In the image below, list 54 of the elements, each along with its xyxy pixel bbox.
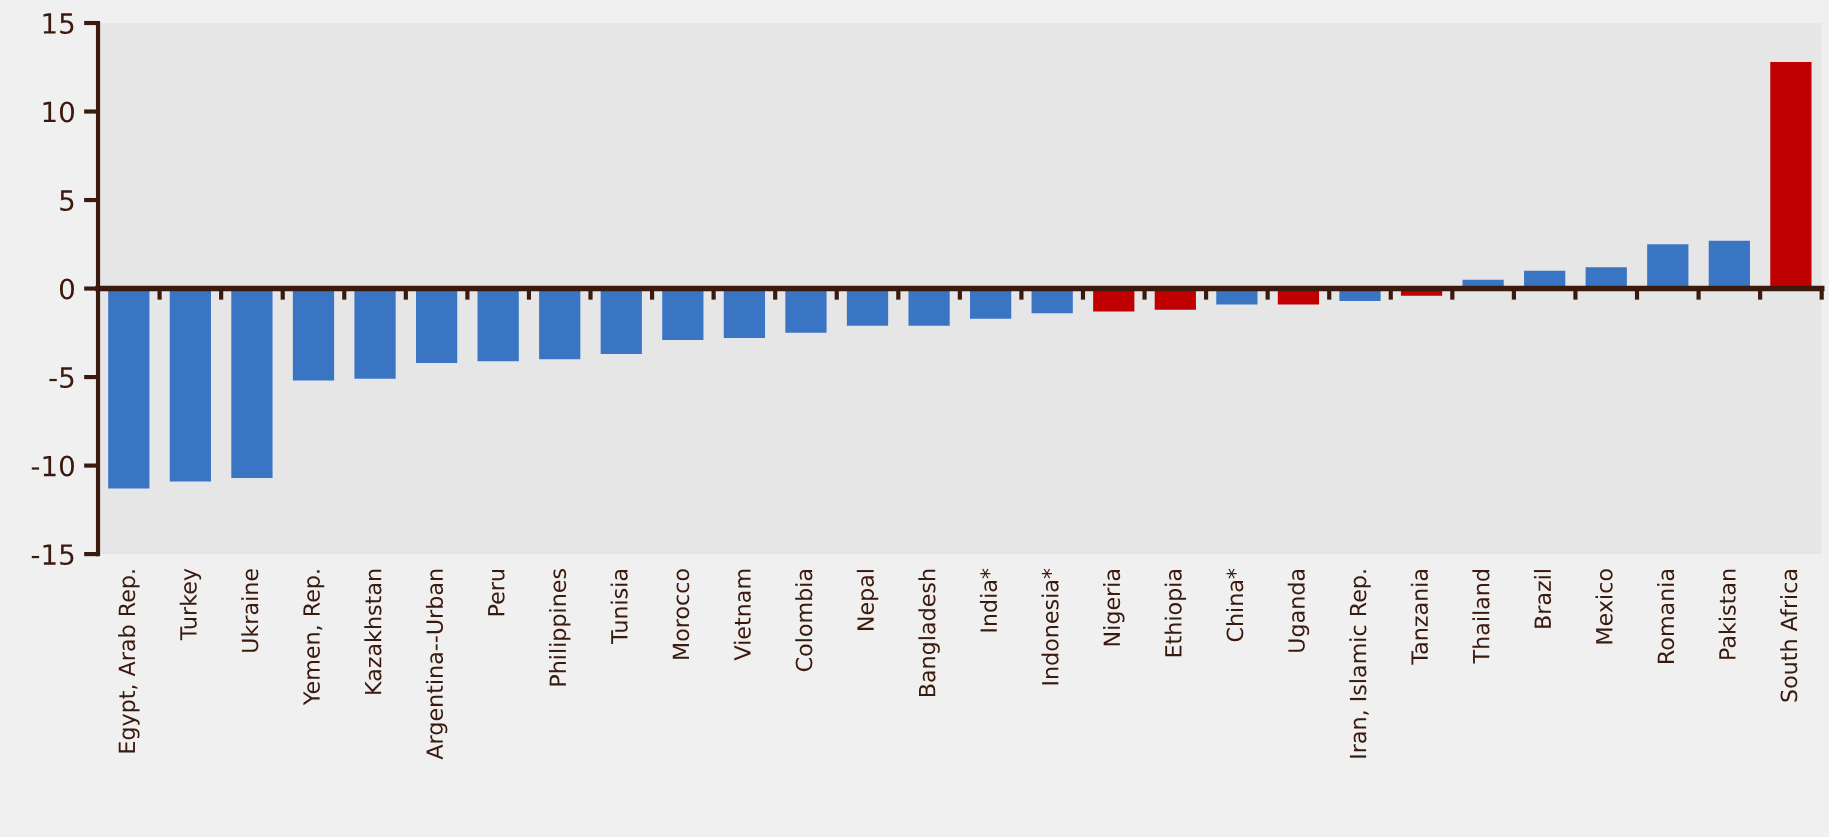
x-tick-label: China* xyxy=(1226,568,1244,642)
x-tick-label: Turkey xyxy=(179,568,202,641)
x-tick-label: Tanzania xyxy=(1410,570,1428,665)
x-tick-label: Nepal xyxy=(856,570,879,630)
bar xyxy=(1770,61,1812,289)
bar xyxy=(354,288,396,379)
x-tick-label: Ukraine xyxy=(241,569,259,652)
bar xyxy=(785,288,827,333)
x-tick-label: South Africa xyxy=(1780,570,1798,702)
bar xyxy=(1093,288,1135,312)
x-tick-label: Indonesia* xyxy=(1041,568,1059,685)
x-tick-label: Bangladesh xyxy=(918,569,940,697)
bar xyxy=(723,288,766,339)
bar xyxy=(169,288,211,482)
x-tick-label: Peru xyxy=(488,570,505,616)
bar xyxy=(600,288,642,355)
y-tick-label: -5 xyxy=(49,367,74,389)
x-tick-label: Uganda xyxy=(1287,570,1310,652)
bar xyxy=(477,288,519,362)
x-tick-label: Colombia xyxy=(795,570,813,672)
x-tick-label: Pakistan xyxy=(1718,569,1736,659)
bar xyxy=(1647,244,1689,289)
bar xyxy=(292,288,335,381)
x-tick-label: Ethiopia xyxy=(1164,570,1187,657)
x-tick-label: Philippines xyxy=(548,569,571,686)
x-tick-label: Argentina--Urban xyxy=(425,569,448,760)
y-tick-label: 10 xyxy=(43,101,74,123)
x-tick-label: Iran, Islamic Rep. xyxy=(1349,570,1371,758)
y-tick-label: -15 xyxy=(31,544,74,566)
x-tick-label: Morocco xyxy=(672,569,690,659)
x-tick-label: Nigeria xyxy=(1103,570,1125,646)
x-tick-label: Thailand xyxy=(1472,570,1490,664)
y-tick-label: 0 xyxy=(59,278,74,300)
bar xyxy=(970,288,1012,319)
x-tick-label: Romania xyxy=(1657,570,1675,663)
bar xyxy=(908,288,950,326)
y-tick-label: -10 xyxy=(31,455,74,477)
y-tick-label: 5 xyxy=(60,190,74,211)
x-tick-label: India* xyxy=(979,568,998,632)
bar xyxy=(1708,240,1750,289)
y-tick-label: 15 xyxy=(43,13,74,34)
bar xyxy=(846,288,889,326)
bar xyxy=(231,288,273,478)
x-tick-label: Tunisia xyxy=(610,569,628,644)
bar xyxy=(415,288,458,363)
x-tick-label: Vietnam xyxy=(733,569,751,661)
x-tick-label: Egypt, Arab Rep. xyxy=(118,570,140,753)
bar xyxy=(539,288,581,360)
x-tick-label: Yemen, Rep. xyxy=(303,570,325,706)
x-tick-label: Brazil xyxy=(1533,570,1552,628)
x-tick-label: Kazakhstan xyxy=(364,569,382,694)
bar xyxy=(108,288,150,489)
x-tick-label: Mexico xyxy=(1595,569,1613,644)
bar xyxy=(662,288,704,340)
